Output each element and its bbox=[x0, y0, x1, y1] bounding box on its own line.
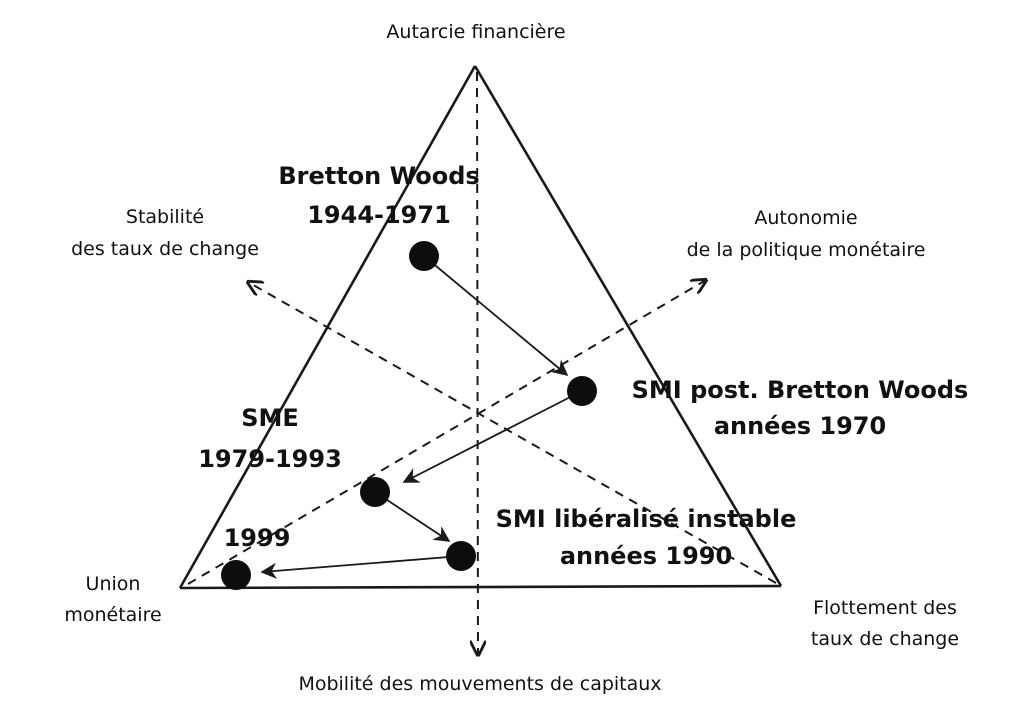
phase-label-sme-years: 1979-1993 bbox=[198, 445, 342, 473]
transition-arrow-liberalise-to-union bbox=[260, 555, 462, 579]
axis-label-monetary-autonomy-line2: de la politique monétaire bbox=[687, 239, 926, 261]
point-smi-post-bretton-woods bbox=[567, 376, 597, 406]
corner-label-right-line1: Flottement des bbox=[813, 597, 957, 619]
phase-label-smi-liberalise-title: SMI libéralisé instable bbox=[496, 505, 797, 533]
phase-label-bretton-woods-title: Bretton Woods bbox=[278, 162, 479, 190]
transition-arrow-post-to-sme bbox=[402, 390, 583, 483]
phase-label-smi-post-title: SMI post. Bretton Woods bbox=[632, 376, 969, 404]
axis-label-exchange-stability-line2: des taux de change bbox=[71, 238, 259, 260]
phase-label-sme-title: SME bbox=[241, 404, 299, 432]
triangle-right-edge bbox=[473, 65, 783, 587]
corner-label-right-line2: taux de change bbox=[811, 628, 959, 650]
corner-label-left-line2: monétaire bbox=[64, 604, 161, 626]
point-sme bbox=[360, 477, 390, 507]
corner-label-left-line1: Union bbox=[86, 573, 141, 595]
transition-arrow-bretton-woods-to-post bbox=[423, 255, 569, 377]
phase-label-smi-liberalise-years: années 1990 bbox=[560, 542, 732, 570]
corner-label-top: Autarcie financière bbox=[386, 21, 565, 43]
phase-label-bretton-woods-years: 1944-1971 bbox=[307, 201, 451, 229]
axis-label-exchange-stability-line1: Stabilité bbox=[126, 206, 204, 228]
exchange-stability-axis bbox=[248, 282, 777, 584]
monetary-autonomy-axis bbox=[187, 280, 706, 585]
axis-label-capital-mobility: Mobilité des mouvements de capitaux bbox=[298, 673, 661, 695]
triangle-base-edge bbox=[179, 584, 782, 590]
point-smi-liberalise bbox=[446, 541, 476, 571]
point-union-1999 bbox=[221, 560, 251, 590]
axis-label-monetary-autonomy-line1: Autonomie bbox=[754, 207, 857, 229]
phase-label-smi-post-years: années 1970 bbox=[714, 412, 886, 440]
capital-mobility-axis bbox=[477, 71, 478, 655]
phase-label-union-1999: 1999 bbox=[224, 524, 291, 552]
point-bretton-woods bbox=[409, 241, 439, 271]
